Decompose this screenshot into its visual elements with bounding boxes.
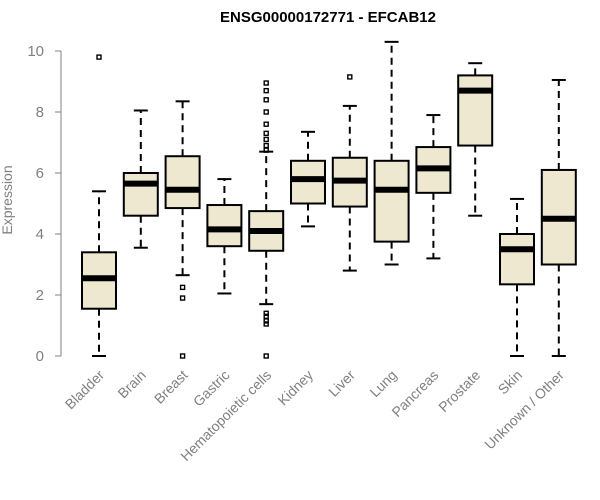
- outlier-point: [263, 136, 269, 143]
- outlier-point: [96, 54, 102, 60]
- outlier-point: [263, 353, 269, 359]
- box-kidney: [290, 130, 326, 228]
- box-unknown-other: [540, 78, 577, 357]
- outlier-point: [263, 313, 269, 320]
- box-body: [457, 74, 494, 147]
- outlier-point: [179, 284, 186, 291]
- y-axis-label: Expression: [0, 165, 15, 234]
- y-axis-ticks: 0 2 4 6 8 10: [27, 43, 61, 365]
- boxes-group: [81, 40, 577, 359]
- x-tick-label: Brain: [114, 367, 148, 401]
- box-hematopoietic-cells: [248, 80, 285, 359]
- x-tick-label: Breast: [151, 367, 191, 407]
- y-tick-label: 4: [36, 226, 44, 243]
- outlier-point: [263, 87, 269, 94]
- x-tick-label: Lung: [366, 367, 399, 400]
- box-gastric: [206, 178, 243, 295]
- box-body: [499, 233, 535, 286]
- outlier-point: [263, 142, 269, 149]
- outlier-point: [263, 321, 269, 327]
- y-tick-label: 8: [36, 104, 44, 121]
- y-tick-label: 2: [36, 287, 44, 304]
- outlier-point: [263, 147, 269, 153]
- box-body: [290, 159, 326, 205]
- box-body: [164, 155, 201, 210]
- x-tick-label: Kidney: [275, 367, 317, 409]
- outlier-point: [263, 318, 269, 324]
- box-brain: [122, 109, 159, 249]
- x-tick-label: Liver: [325, 367, 358, 400]
- box-prostate: [457, 62, 494, 217]
- outlier-point: [263, 121, 269, 127]
- box-skin: [499, 197, 535, 357]
- y-tick-label: 10: [27, 43, 44, 60]
- outlier-point: [179, 353, 186, 359]
- outlier-point: [263, 109, 269, 115]
- box-pancreas: [415, 114, 452, 260]
- box-bladder: [81, 54, 117, 357]
- chart-title: ENSG00000172771 - EFCAB12: [220, 9, 436, 26]
- x-tick-label: Skin: [495, 367, 526, 398]
- outlier-point: [263, 80, 269, 86]
- x-tick-label: Unknown / Other: [481, 367, 567, 453]
- box-breast: [164, 100, 201, 359]
- y-tick-label: 6: [36, 165, 44, 182]
- box-body: [206, 204, 243, 248]
- outlier-point: [347, 74, 353, 80]
- box-lung: [373, 40, 410, 266]
- box-body: [122, 172, 159, 217]
- box-liver: [331, 74, 368, 272]
- y-tick-label: 0: [36, 348, 44, 365]
- x-tick-label: Prostate: [435, 367, 483, 415]
- outlier-point: [179, 295, 186, 301]
- x-tick-label: Bladder: [62, 367, 108, 413]
- outlier-point: [263, 310, 269, 316]
- outlier-point: [263, 97, 269, 103]
- outlier-point: [263, 130, 269, 137]
- box-body: [373, 159, 410, 243]
